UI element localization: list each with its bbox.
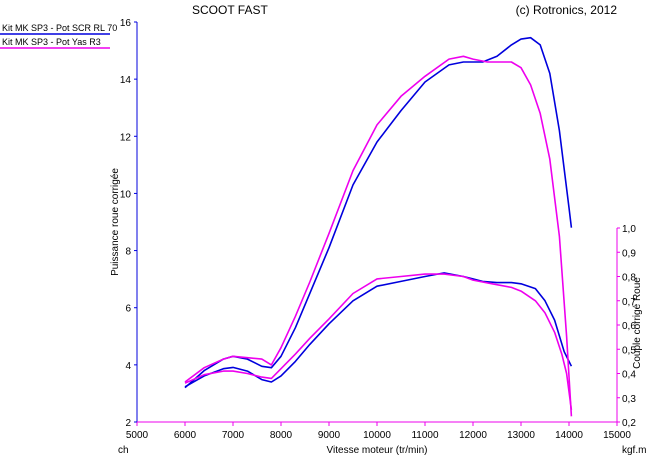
y2-ticks: 0,2 0,3 0,4 0,5 0,6 0,7 0,8 0,9 1,0 bbox=[617, 224, 636, 429]
y-tick-label: 8 bbox=[125, 247, 131, 258]
x-tick-label: 7000 bbox=[222, 430, 245, 441]
y2-tick-label: 0,8 bbox=[622, 273, 636, 284]
y-tick-label: 16 bbox=[120, 18, 132, 29]
y-ticks: 2 4 6 8 10 12 14 16 bbox=[120, 18, 137, 429]
legend-label-series-1: Kit MK SP3 - Pot SCR RL 70 bbox=[2, 23, 117, 33]
y-tick-label: 6 bbox=[125, 304, 131, 315]
x-axis-label: Vitesse moteur (tr/min) bbox=[327, 445, 428, 456]
y2-axis-label: Couple corrigé Roue bbox=[632, 277, 643, 369]
x-unit-left: ch bbox=[118, 445, 129, 456]
plot-area: 5000 6000 7000 8000 9000 10000 11000 12000 13000… bbox=[120, 18, 636, 441]
y2-tick-label: 0,6 bbox=[622, 321, 636, 332]
data-series bbox=[184, 36, 573, 417]
x-tick-label: 14000 bbox=[555, 430, 583, 441]
y2-tick-label: 0,2 bbox=[622, 418, 636, 429]
series-1-power-line bbox=[184, 36, 573, 389]
x-tick-label: 10000 bbox=[363, 430, 391, 441]
y-tick-label: 14 bbox=[120, 75, 132, 86]
y2-tick-label: 0,5 bbox=[622, 345, 636, 356]
y-axis-label: Puissance roue corrigée bbox=[110, 168, 121, 276]
x-tick-label: 8000 bbox=[270, 430, 293, 441]
x-tick-label: 5000 bbox=[126, 430, 149, 441]
y2-tick-label: 0,3 bbox=[622, 394, 636, 405]
x-tick-label: 12000 bbox=[459, 430, 487, 441]
y2-tick-label: 0,7 bbox=[622, 297, 636, 308]
legend: Kit MK SP3 - Pot SCR RL 70 Kit MK SP3 - … bbox=[0, 23, 117, 49]
x-ticks: 5000 6000 7000 8000 9000 10000 11000 12000 13000… bbox=[126, 422, 631, 441]
y-tick-label: 2 bbox=[125, 418, 131, 429]
y2-tick-label: 0,9 bbox=[622, 248, 636, 259]
y2-tick-label: 1,0 bbox=[622, 224, 636, 235]
x-tick-label: 13000 bbox=[507, 430, 535, 441]
series-2-torque-line bbox=[184, 273, 573, 411]
y2-tick-label: 0,4 bbox=[622, 370, 636, 381]
series-2-power-line bbox=[184, 55, 573, 417]
x-tick-label: 6000 bbox=[174, 430, 197, 441]
y-tick-label: 12 bbox=[120, 132, 132, 143]
x-tick-label: 9000 bbox=[318, 430, 341, 441]
x-tick-label: 15000 bbox=[603, 430, 631, 441]
y-tick-label: 4 bbox=[125, 361, 131, 372]
x-unit-right: kgf.m bbox=[622, 445, 646, 456]
x-tick-label: 11000 bbox=[411, 430, 439, 441]
chart-title: SCOOT FAST bbox=[192, 3, 268, 17]
y-tick-label: 10 bbox=[120, 189, 132, 200]
copyright-text: (c) Rotronics, 2012 bbox=[516, 3, 618, 17]
legend-label-series-2: Kit MK SP3 - Pot Yas R3 bbox=[2, 37, 101, 47]
